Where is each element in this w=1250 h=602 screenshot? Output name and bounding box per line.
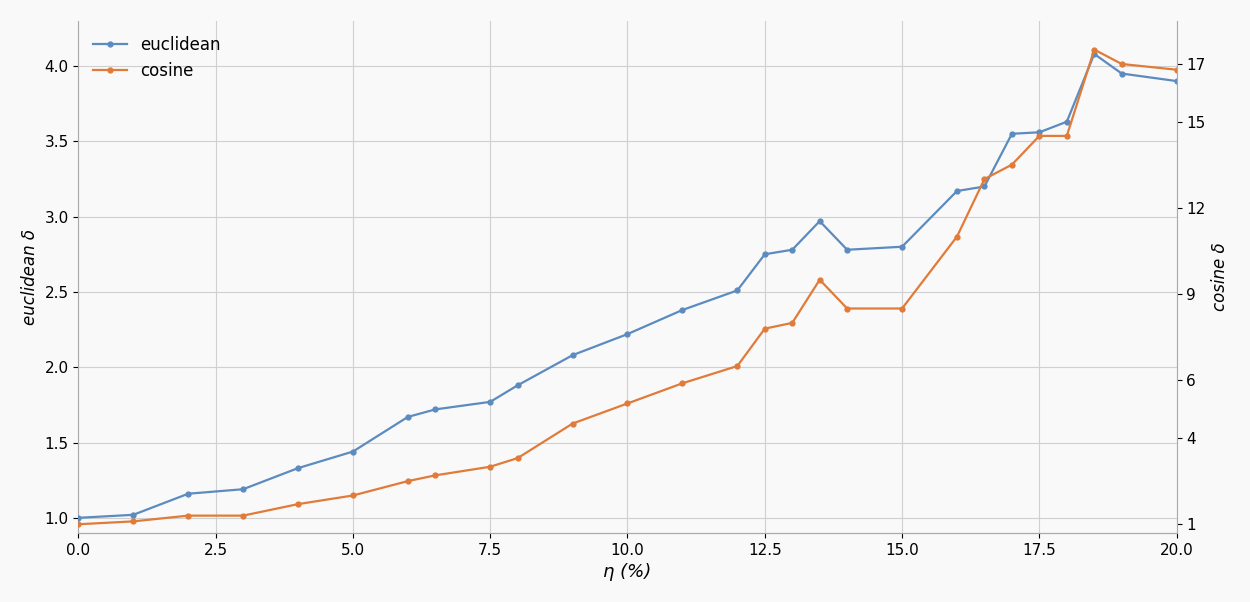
euclidean (1005, 130, 1020, 137)
cosine (812, 276, 828, 284)
euclidean (345, 448, 360, 455)
cosine (1059, 132, 1074, 140)
euclidean (126, 511, 141, 518)
euclidean (290, 465, 305, 472)
euclidean (565, 352, 580, 359)
euclidean (1169, 78, 1184, 85)
euclidean (785, 246, 800, 253)
Legend: euclidean, cosine: euclidean, cosine (86, 29, 228, 87)
euclidean (812, 217, 828, 225)
cosine (235, 512, 250, 520)
cosine (71, 521, 86, 528)
cosine (978, 175, 992, 182)
euclidean (895, 243, 910, 250)
cosine (482, 463, 498, 470)
euclidean (1031, 129, 1046, 136)
euclidean (620, 330, 635, 338)
euclidean (1059, 118, 1074, 125)
cosine (895, 305, 910, 312)
euclidean (235, 486, 250, 493)
euclidean (181, 490, 196, 497)
cosine (345, 492, 360, 499)
cosine (950, 233, 965, 240)
cosine (675, 380, 690, 387)
cosine (181, 512, 196, 520)
cosine (730, 362, 745, 370)
euclidean (675, 306, 690, 314)
euclidean (482, 399, 498, 406)
cosine (510, 455, 525, 462)
Line: euclidean: euclidean (76, 52, 1179, 520)
X-axis label: η (%): η (%) (604, 563, 651, 581)
euclidean (978, 183, 992, 190)
cosine (565, 420, 580, 427)
euclidean (1114, 70, 1129, 77)
cosine (840, 305, 855, 312)
cosine (1169, 66, 1184, 73)
Y-axis label: cosine δ: cosine δ (1211, 243, 1229, 311)
Y-axis label: euclidean δ: euclidean δ (21, 229, 39, 325)
cosine (400, 477, 415, 485)
euclidean (950, 187, 965, 194)
euclidean (510, 382, 525, 389)
cosine (785, 319, 800, 326)
cosine (126, 518, 141, 525)
euclidean (758, 250, 772, 258)
cosine (290, 500, 305, 507)
euclidean (840, 246, 855, 253)
euclidean (71, 514, 86, 521)
euclidean (400, 414, 415, 421)
cosine (758, 325, 772, 332)
cosine (428, 472, 442, 479)
cosine (1086, 46, 1101, 53)
euclidean (428, 406, 442, 413)
cosine (1005, 161, 1020, 169)
cosine (1031, 132, 1046, 140)
cosine (620, 400, 635, 407)
cosine (1114, 60, 1129, 67)
Line: cosine: cosine (76, 47, 1179, 527)
euclidean (1086, 51, 1101, 58)
euclidean (730, 287, 745, 294)
